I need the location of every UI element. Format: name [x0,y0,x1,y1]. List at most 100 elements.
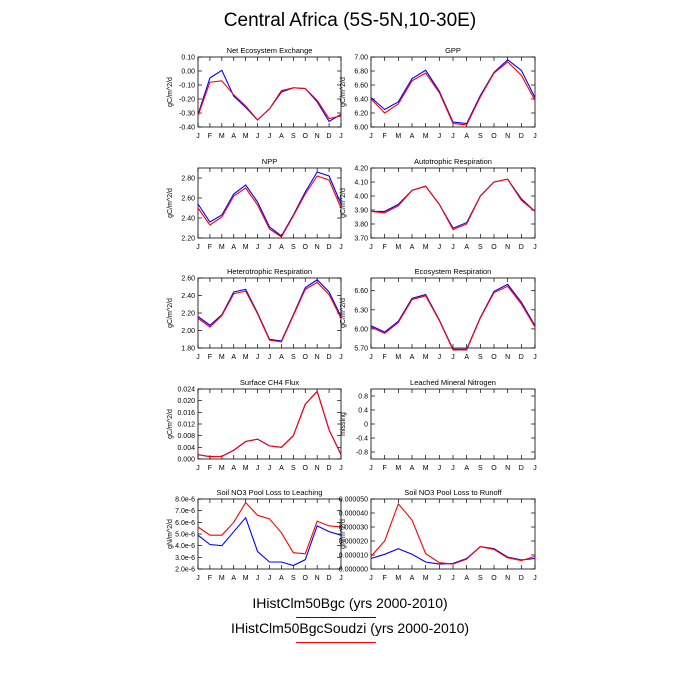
y-tick-label: 8.0e-6 [175,497,195,504]
y-tick-label: 2.40 [181,216,195,223]
x-tick-label: O [491,133,497,140]
panel-title: Soil NO3 Pool Loss to Runoff [404,488,502,497]
series-line-1 [197,516,342,567]
x-tick-label: A [410,133,415,140]
panel-title: Surface CH4 Flux [240,378,299,387]
x-tick-label: S [478,133,483,140]
y-tick-label: -0.4 [356,436,368,443]
panel-title: Net Ecosystem Exchange [227,46,313,55]
x-tick-label: O [491,244,497,251]
y-tick-label: 2.0e-6 [175,567,195,574]
series-line-1 [197,390,342,458]
x-tick-label: M [423,133,429,140]
y-tick-label: 6.30 [354,307,368,314]
x-tick-label: M [423,575,429,582]
x-tick-label: M [243,354,249,361]
series-line-2 [197,175,342,238]
y-tick-label: 5.0e-6 [175,532,195,539]
page-title: Central Africa (5S-5N,10-30E) [223,10,477,31]
x-tick-label: D [327,575,332,582]
x-tick-label: A [231,575,236,582]
x-tick-label: J [339,575,343,582]
x-tick-label: F [383,465,387,472]
series-line-1 [197,69,342,123]
x-tick-label: N [505,244,510,251]
y-axis-label: gC/m^2/d [340,77,347,107]
y-tick-label: 0.000020 [339,539,368,546]
x-tick-label: S [478,244,483,251]
y-tick-label: -0.10 [179,83,195,90]
y-axis-label: missing [340,412,347,436]
y-tick-label: 0.000040 [339,511,368,518]
y-tick-label: 7.0e-6 [175,508,195,515]
y-axis-label: gN/m^2/d [167,519,174,549]
x-tick-label: N [315,354,320,361]
y-tick-label: 4.0e-6 [175,543,195,550]
x-tick-label: A [279,465,284,472]
x-tick-label: J [256,244,260,251]
x-tick-label: A [279,575,284,582]
series-line-2 [197,281,342,343]
x-tick-label: M [395,575,401,582]
panel-2: GPP gC/m^2/d 6.00 6.20 6.40 6.60 6.80 7.00 J F M A M… [340,46,537,140]
y-tick-label: 0.000000 [339,567,368,574]
y-tick-label: 6.0e-6 [175,520,195,527]
x-tick-label: J [196,354,200,361]
x-tick-label: J [256,133,260,140]
y-tick-label: 0.10 [181,55,195,62]
x-tick-label: F [208,244,212,251]
y-tick-label: 6.60 [354,83,368,90]
x-tick-label: N [505,465,510,472]
x-tick-label: O [491,465,497,472]
x-tick-label: J [268,133,272,140]
y-tick-label: 3.80 [354,222,368,229]
y-tick-label: 0.8 [358,394,368,401]
x-tick-label: A [279,354,284,361]
x-tick-label: J [533,244,537,251]
x-tick-label: F [383,354,387,361]
y-axis-label: gC/m^2/d [167,188,174,218]
plot-frame [370,56,536,128]
x-tick-label: S [291,354,296,361]
x-tick-label: J [369,354,373,361]
x-tick-label: N [315,465,320,472]
x-tick-label: A [231,465,236,472]
series-line-1 [370,546,536,565]
y-tick-label: 3.90 [354,208,368,215]
legend-entry-label: IHistClm50BgcSoudzi (yrs 2000-2010) [230,620,470,636]
x-tick-label: M [395,244,401,251]
y-tick-label: -0.8 [356,450,368,457]
x-tick-label: J [438,354,442,361]
y-tick-label: 0.00 [181,69,195,76]
x-tick-label: N [315,133,320,140]
x-tick-label: J [533,575,537,582]
x-tick-label: M [219,244,225,251]
y-tick-label: 2.60 [181,196,195,203]
x-tick-label: S [478,575,483,582]
x-tick-label: J [196,133,200,140]
x-tick-label: J [256,575,260,582]
x-tick-label: D [519,244,524,251]
y-tick-label: 0.000010 [339,553,368,560]
y-tick-label: 0.012 [177,422,195,429]
series-line-1 [370,59,536,125]
panel-title: NPP [262,157,277,166]
x-tick-label: J [533,354,537,361]
panel-title: Autotrophic Respiration [414,157,492,166]
x-tick-label: J [451,354,455,361]
x-tick-label: A [279,133,284,140]
x-tick-label: N [505,133,510,140]
y-tick-label: -0.30 [179,111,195,118]
panel-7: Surface CH4 Flux gC/m^2/d 0.000 0.004 0.008 0… [167,378,343,472]
series-line-2 [197,80,342,121]
series-line-1 [197,279,342,342]
y-tick-label: 0.004 [177,445,195,452]
x-tick-label: S [291,465,296,472]
panel-title: Leached Mineral Nitrogen [410,378,496,387]
x-tick-label: J [451,465,455,472]
x-tick-label: J [533,133,537,140]
x-tick-label: M [243,133,249,140]
x-tick-label: O [303,465,309,472]
